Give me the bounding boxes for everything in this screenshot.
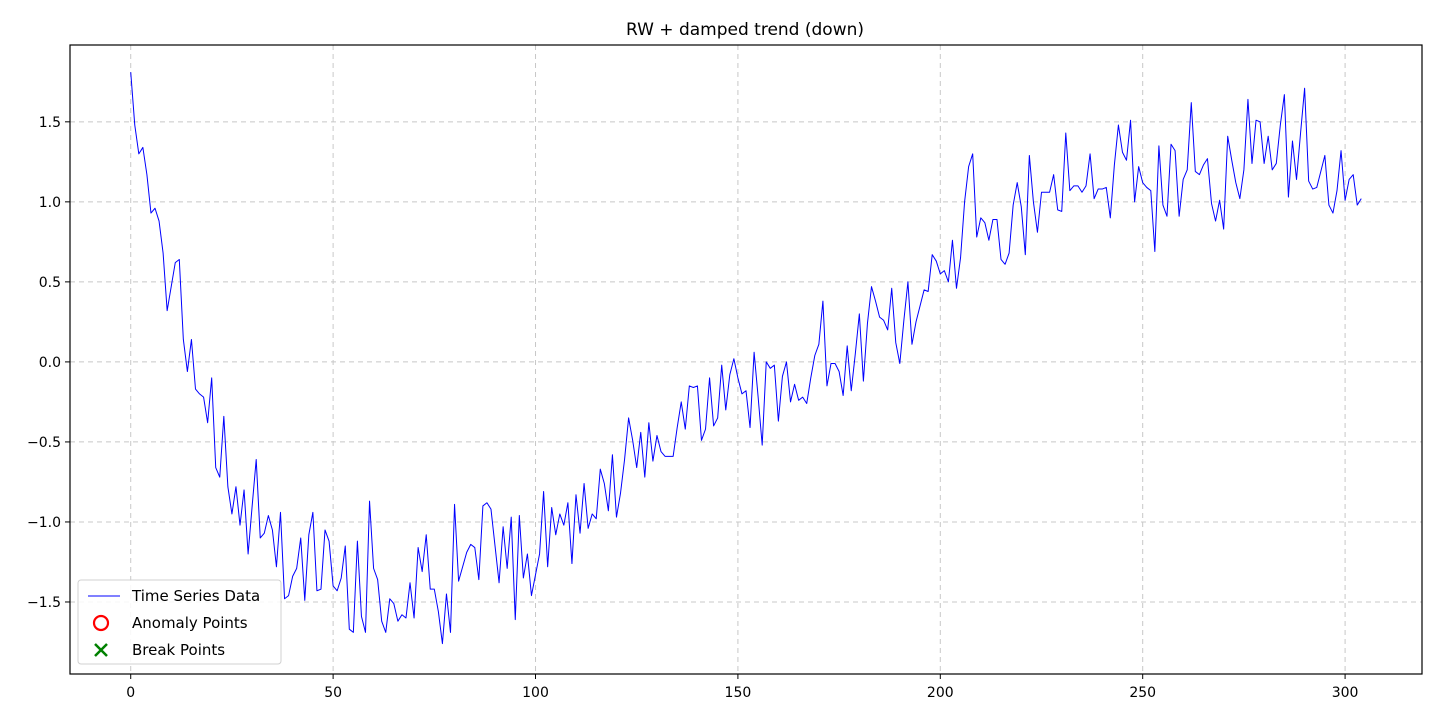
legend-x-swatch (94, 643, 108, 657)
x-tick-label: 100 (522, 685, 549, 701)
x-tick-label: 250 (1129, 685, 1156, 701)
series-line-time-series (130, 72, 1362, 645)
legend: Time Series Data Anomaly Points Break Po… (77, 579, 282, 665)
legend-label-time-series: Time Series Data (131, 587, 260, 605)
series-layer (130, 72, 1362, 645)
y-tick-label: 0.0 (39, 355, 61, 371)
x-tick-label: 200 (927, 685, 954, 701)
y-tick-label: −0.5 (27, 435, 61, 451)
x-tick-label: 0 (126, 685, 135, 701)
x-tick-label: 50 (324, 685, 342, 701)
y-tick-label: 0.5 (39, 275, 61, 291)
chart-title: RW + damped trend (down) (626, 20, 864, 40)
grid (70, 45, 1422, 674)
legend-circle-swatch (92, 614, 110, 632)
y-tick-label: 1.0 (39, 195, 61, 211)
x-tick-label: 300 (1332, 685, 1359, 701)
x-axis: 0 50 100 150 200 250 300 (126, 674, 1358, 701)
legend-box (77, 579, 282, 665)
y-tick-label: 1.5 (39, 115, 61, 131)
plot-frame (69, 44, 1423, 675)
y-axis: −1.5 −1.0 −0.5 0.0 0.5 1.0 1.5 (27, 115, 70, 611)
y-tick-label: −1.5 (27, 595, 61, 611)
legend-label-break: Break Points (132, 641, 225, 659)
legend-label-anomaly: Anomaly Points (132, 614, 248, 632)
y-tick-label: −1.0 (27, 515, 61, 531)
x-tick-label: 150 (725, 685, 752, 701)
